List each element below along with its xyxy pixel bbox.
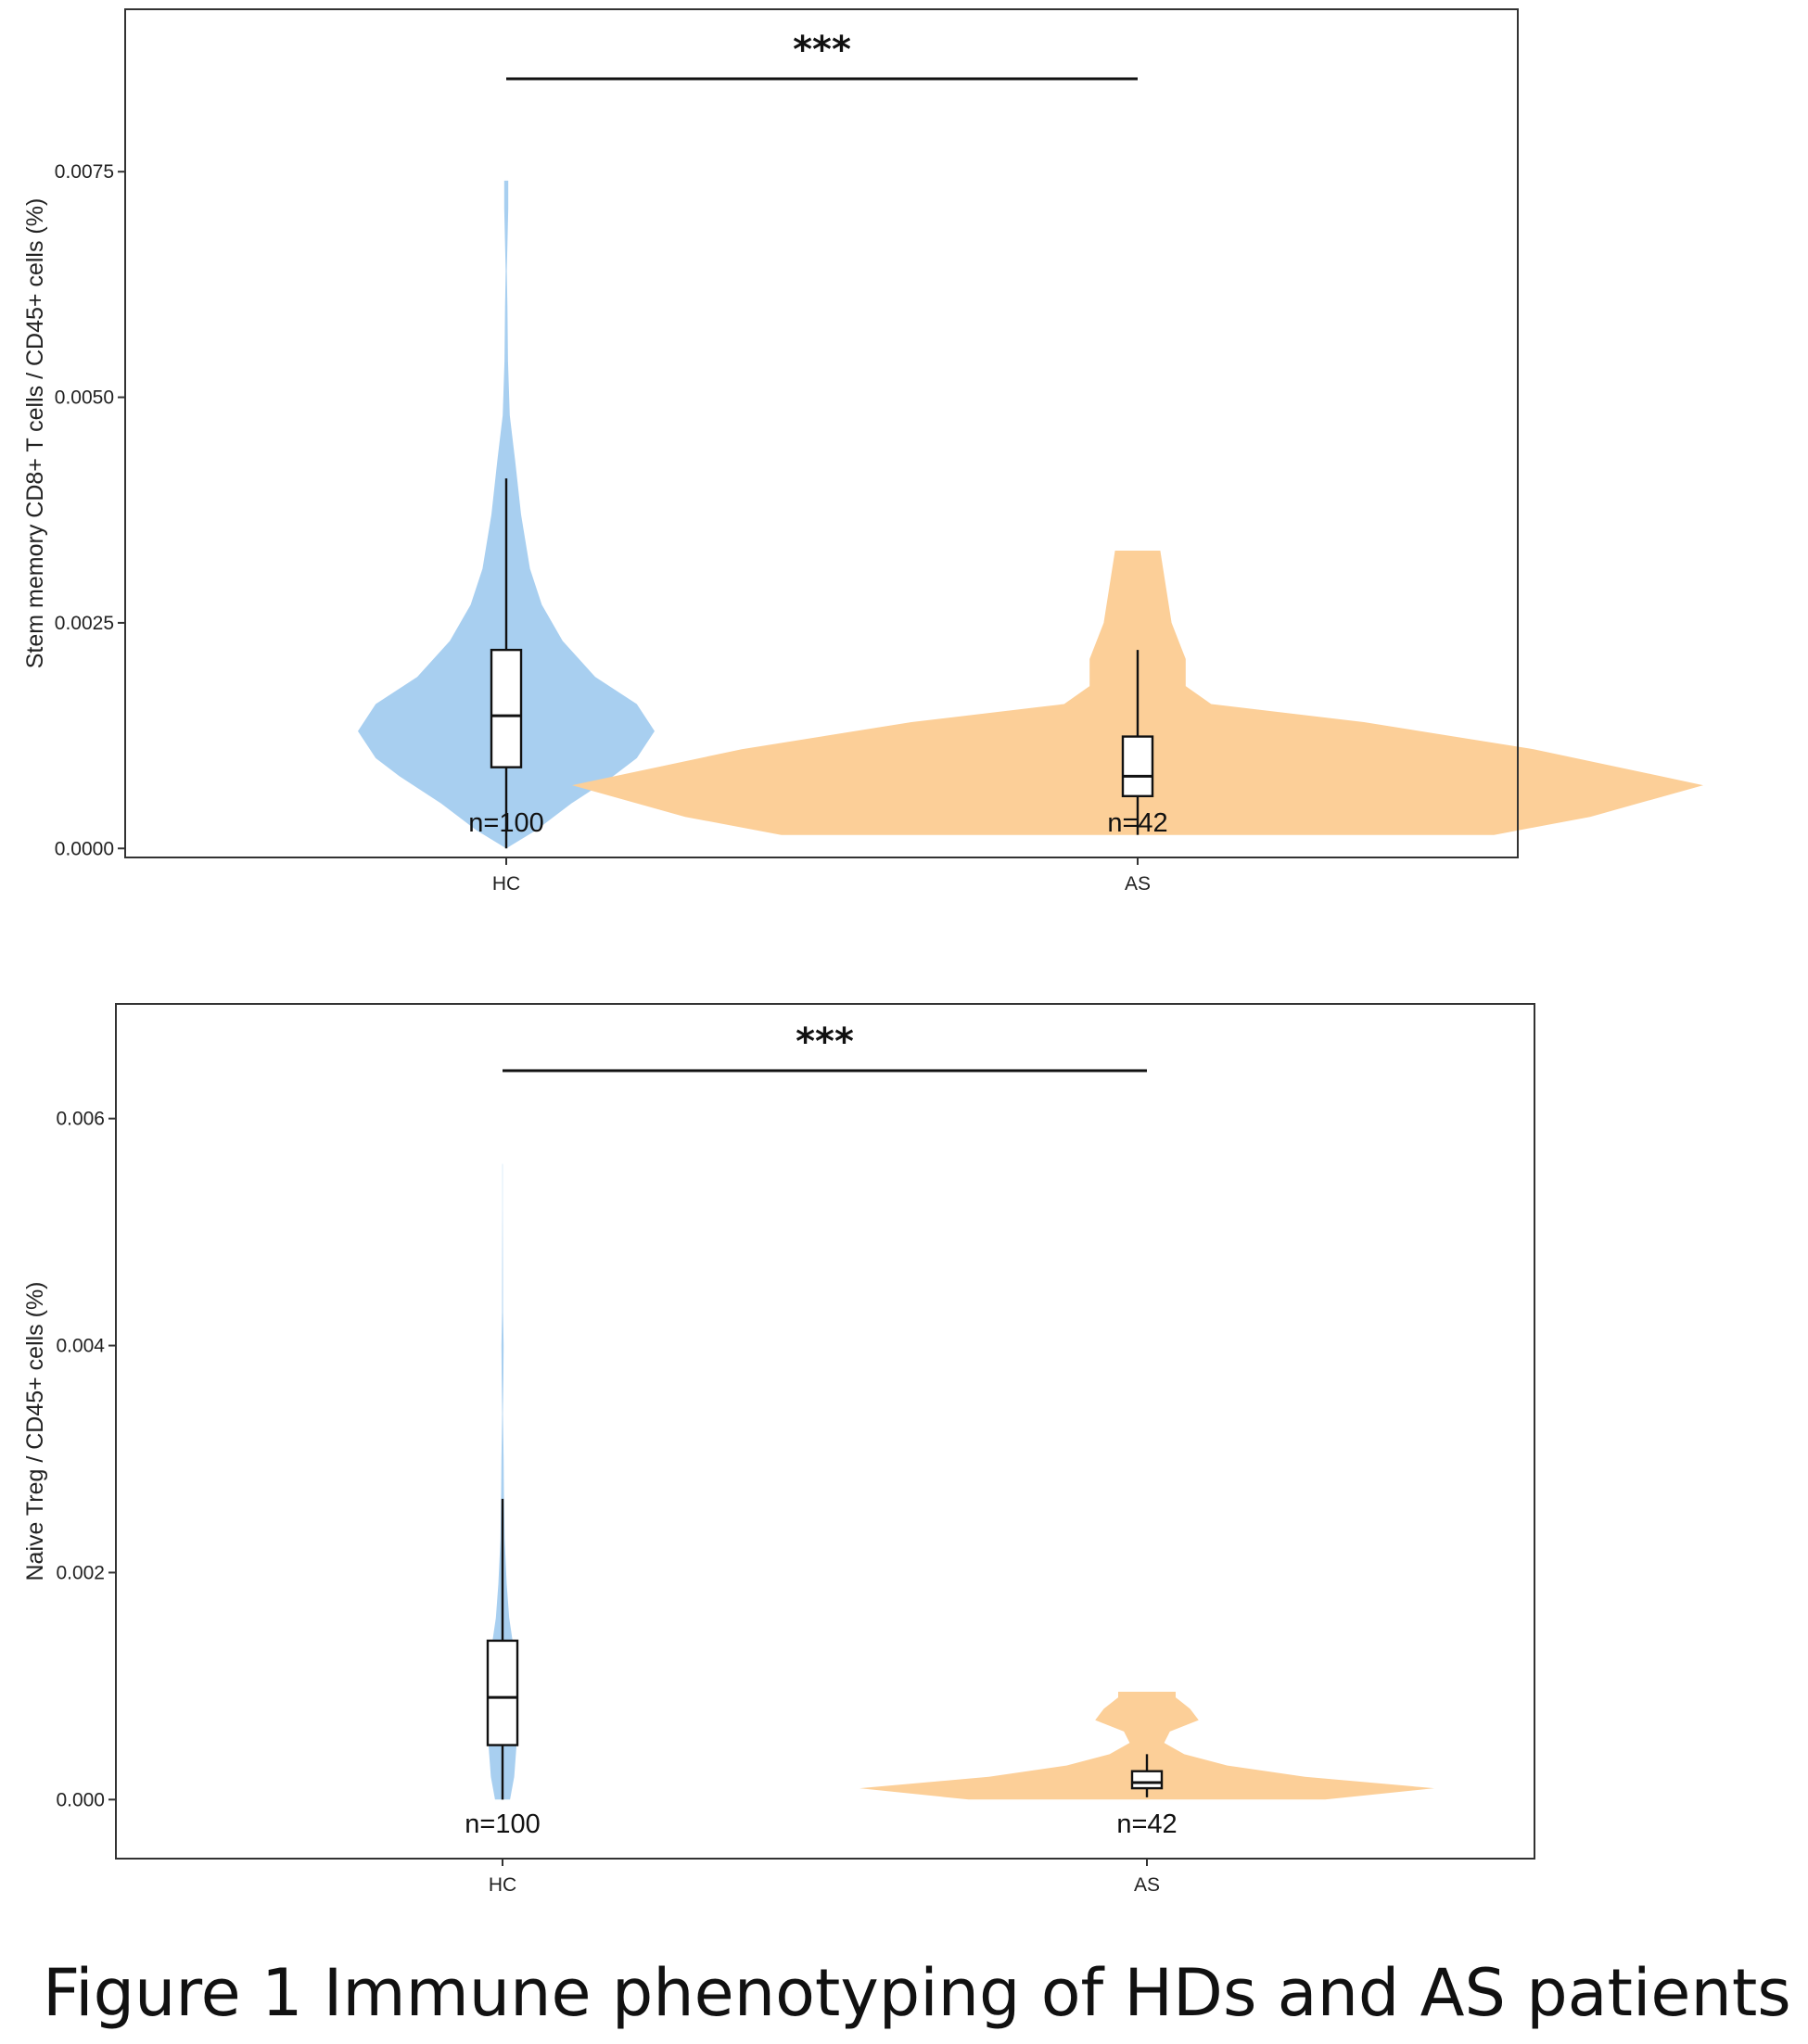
y-tick-label: 0.006 — [56, 1109, 105, 1130]
n-label-hc: n=100 — [468, 808, 543, 838]
y-axis-label: Stem memory CD8+ T cells / CD45+ cells (… — [22, 198, 48, 669]
n-label-as: n=42 — [1107, 808, 1167, 838]
chart-panel-1: n=100 n=42 0.0000 0.0025 0.0050 0.0075 HC AS Ste… — [22, 8, 1703, 895]
y-tick-label: 0.0075 — [55, 161, 114, 183]
plot-frame — [115, 1003, 1535, 1860]
y-axis-label: Naive Treg / CD45+ cells (%) — [22, 1281, 48, 1581]
x-tick-label-hc: HC — [492, 873, 520, 895]
plot-frame — [124, 8, 1519, 858]
figure-caption: Figure 1 Immune phenotyping of HDs and A… — [43, 1955, 1791, 2031]
y-tick-label: 0.002 — [56, 1562, 105, 1583]
box-as — [1130, 1770, 1164, 1790]
y-tick-label: 0.0000 — [55, 838, 114, 859]
y-tick-label: 0.0025 — [55, 613, 114, 634]
y-tick-label: 0.000 — [56, 1789, 105, 1810]
significance-label: *** — [796, 1021, 854, 1063]
n-label-hc: n=100 — [465, 1809, 540, 1839]
box-hc — [486, 1639, 519, 1746]
box-hc — [490, 648, 523, 768]
y-tick-label: 0.004 — [56, 1336, 105, 1357]
y-tick-label: 0.0050 — [55, 387, 114, 409]
x-tick-label-as: AS — [1134, 1874, 1160, 1896]
violin-as — [859, 1692, 1434, 1800]
x-tick-label-as: AS — [1125, 873, 1151, 895]
chart-panel-2: n=100 n=42 0.000 0.002 0.004 0.006 HC AS Naive T… — [22, 1003, 1535, 1896]
n-label-as: n=42 — [1116, 1809, 1177, 1839]
significance-label: *** — [793, 29, 851, 71]
x-tick-label-hc: HC — [489, 1874, 516, 1896]
box-as — [1121, 735, 1154, 798]
